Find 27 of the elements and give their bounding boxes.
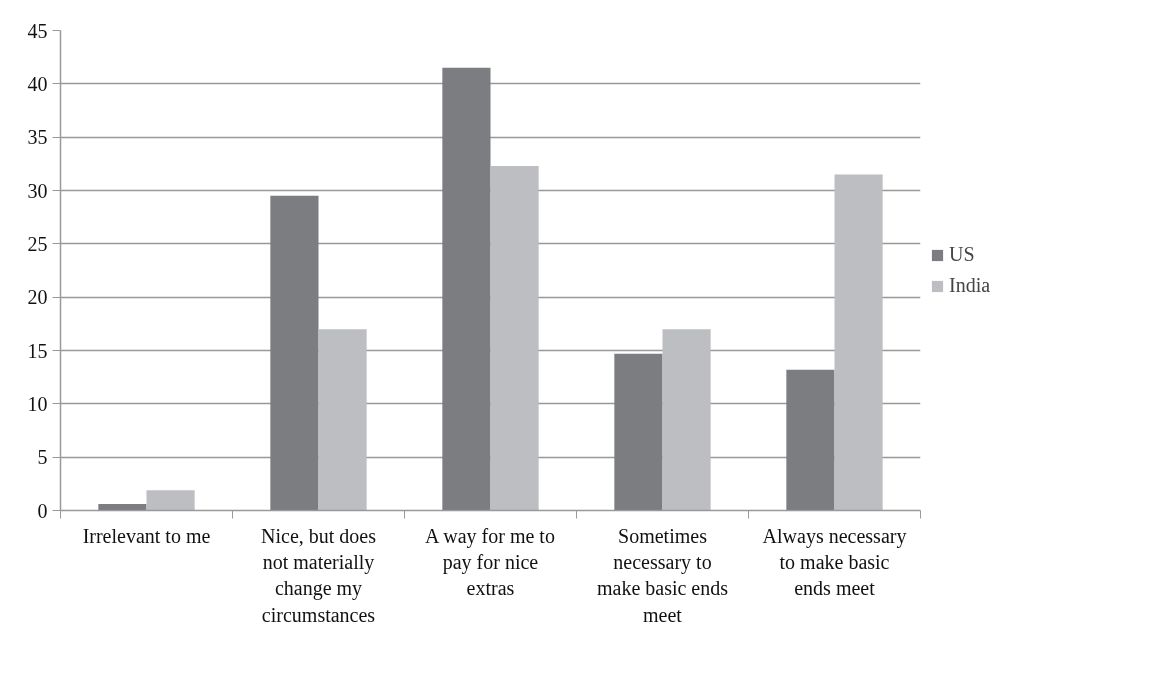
x-tick-label: A way for me to pay for nice extras	[424, 524, 555, 600]
y-tick-label: 35	[27, 126, 48, 149]
bar	[614, 353, 663, 511]
bar	[98, 504, 147, 511]
y-tick-label: 40	[27, 72, 48, 95]
x-tick-label: Sometimes necessary to make basic ends meet	[596, 524, 729, 626]
bar	[146, 490, 195, 511]
bar	[442, 67, 491, 511]
legend-label: India	[949, 274, 991, 297]
y-tick-label: 30	[27, 179, 48, 202]
y-tick-label: 15	[27, 339, 48, 362]
legend-label: US	[949, 243, 976, 266]
y-tick-label: 5	[37, 446, 48, 469]
y-tick-label: 20	[27, 286, 48, 309]
y-tick-label: 45	[27, 19, 48, 42]
y-tick-label: 0	[37, 499, 48, 522]
x-tick-label: Irrelevant to me	[82, 524, 211, 547]
bar	[318, 329, 367, 511]
bar	[834, 174, 883, 511]
x-tick-label: Nice, but does not materially change my circumstances	[261, 524, 377, 626]
y-tick-label: 25	[27, 232, 48, 255]
bar	[270, 195, 319, 511]
y-tick-label: 10	[27, 392, 48, 415]
x-tick-label: Always necessary to make basic ends meet	[762, 524, 907, 600]
bar	[786, 369, 835, 511]
bar	[662, 329, 711, 511]
bar	[490, 165, 539, 511]
